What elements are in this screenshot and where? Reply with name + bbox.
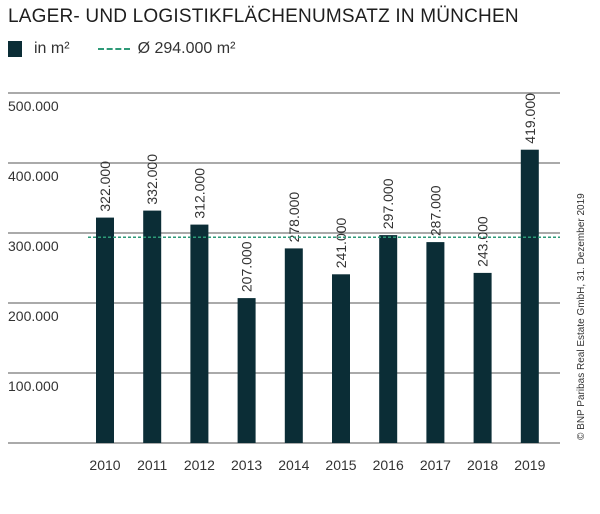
y-tick-label: 100.000 [8, 378, 59, 394]
data-label: 419.000 [522, 93, 538, 144]
x-tick-label: 2019 [514, 457, 545, 473]
y-tick-label: 400.000 [8, 168, 59, 184]
data-label: 278.000 [286, 192, 302, 243]
data-label: 207.000 [239, 241, 255, 292]
data-label: 287.000 [427, 185, 443, 236]
bar [473, 272, 492, 443]
bar [426, 242, 445, 443]
source-note: © BNP Paribas Real Estate GmbH, 31. Deze… [576, 193, 587, 440]
x-tick-label: 2012 [184, 457, 215, 473]
bar [520, 149, 539, 443]
bar [96, 217, 114, 443]
legend-average-label: Ø 294.000 m² [137, 40, 236, 57]
y-tick-label: 300.000 [8, 238, 59, 254]
bar [284, 248, 303, 443]
x-tick-label: 2011 [137, 457, 167, 473]
bar [143, 210, 162, 443]
data-label: 297.000 [380, 178, 396, 229]
data-label: 243.000 [475, 216, 491, 267]
x-tick-label: 2017 [420, 457, 451, 473]
legend-bar-swatch [8, 41, 22, 57]
x-tick-label: 2015 [325, 457, 356, 473]
x-tick-label: 2016 [373, 457, 404, 473]
y-tick-label: 200.000 [8, 308, 59, 324]
legend-average-swatch [97, 48, 130, 50]
x-tick-label: 2010 [89, 457, 120, 473]
bar [332, 274, 350, 443]
data-label: 312.000 [191, 168, 207, 219]
x-tick-label: 2018 [467, 457, 498, 473]
bar [379, 235, 398, 443]
data-label: 241.000 [333, 217, 349, 268]
x-tick-label: 2014 [278, 457, 309, 473]
x-tick-label: 2013 [231, 457, 262, 473]
chart-title: LAGER- UND LOGISTIKFLÄCHENUMSATZ IN MÜNC… [8, 6, 519, 27]
legend-bar-label: in m² [34, 40, 70, 57]
y-tick-label: 500.000 [8, 98, 59, 114]
data-label: 322.000 [97, 161, 113, 212]
data-label: 332.000 [144, 154, 160, 205]
legend: in m² Ø 294.000 m² [8, 40, 235, 58]
bar [190, 224, 209, 443]
bar [237, 298, 256, 443]
